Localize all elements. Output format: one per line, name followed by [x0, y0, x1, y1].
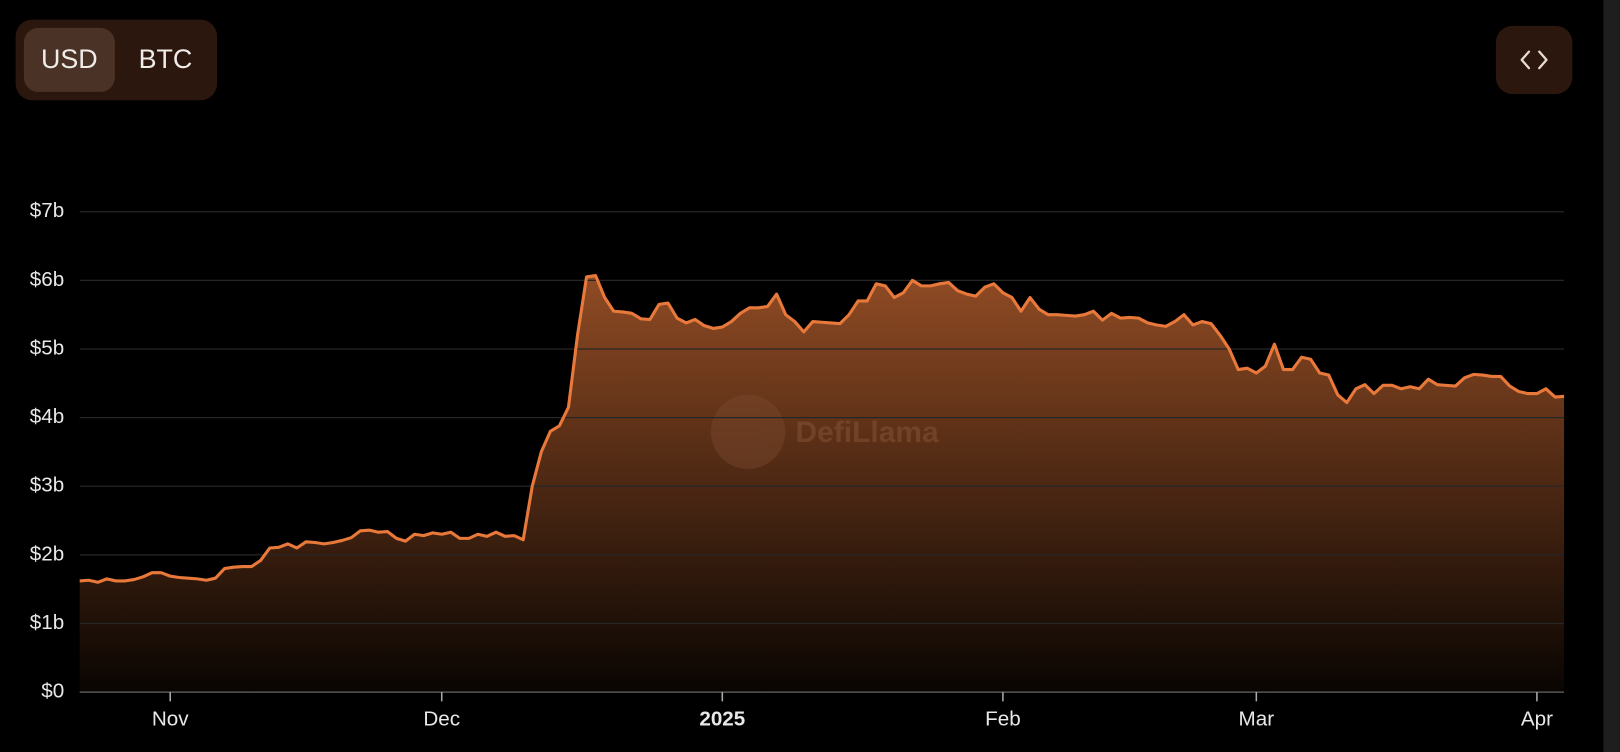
btc-label[interactable]: BTC	[139, 44, 193, 74]
y-tick-label: $5b	[30, 336, 64, 359]
code-icon[interactable]	[1520, 50, 1548, 70]
currency-toggle: USD BTC	[15, 19, 218, 101]
x-tick-label: Apr	[1521, 707, 1553, 730]
area	[79, 275, 1565, 693]
x-tick-label: Mar	[1239, 707, 1275, 730]
watermark-text: DefiLlama	[796, 416, 939, 449]
watermark-group: DefiLlama	[710, 394, 939, 469]
embed-button[interactable]	[1495, 25, 1573, 95]
watermark-logo	[710, 394, 786, 469]
usd-button[interactable]	[23, 27, 115, 92]
x-tick-label: 2025	[699, 707, 745, 730]
x-tick-label: Nov	[152, 707, 189, 730]
embed-button-bg[interactable]	[1495, 25, 1573, 95]
y-tick-label: $6b	[30, 268, 64, 291]
y-tick-label: $2b	[30, 542, 64, 565]
y-tick-label: $3b	[30, 474, 64, 497]
y-tick-label: $1b	[30, 611, 64, 634]
line	[79, 274, 1565, 584]
scrollbar	[1603, 0, 1620, 752]
usd-label[interactable]: USD	[41, 44, 98, 74]
x-tick-label: Feb	[985, 707, 1021, 730]
y-tick-label: $4b	[30, 405, 64, 428]
y-tick-label: $7b	[30, 199, 64, 222]
x-tick-label: Dec	[423, 707, 460, 730]
y-tick-label: $0	[41, 680, 64, 703]
